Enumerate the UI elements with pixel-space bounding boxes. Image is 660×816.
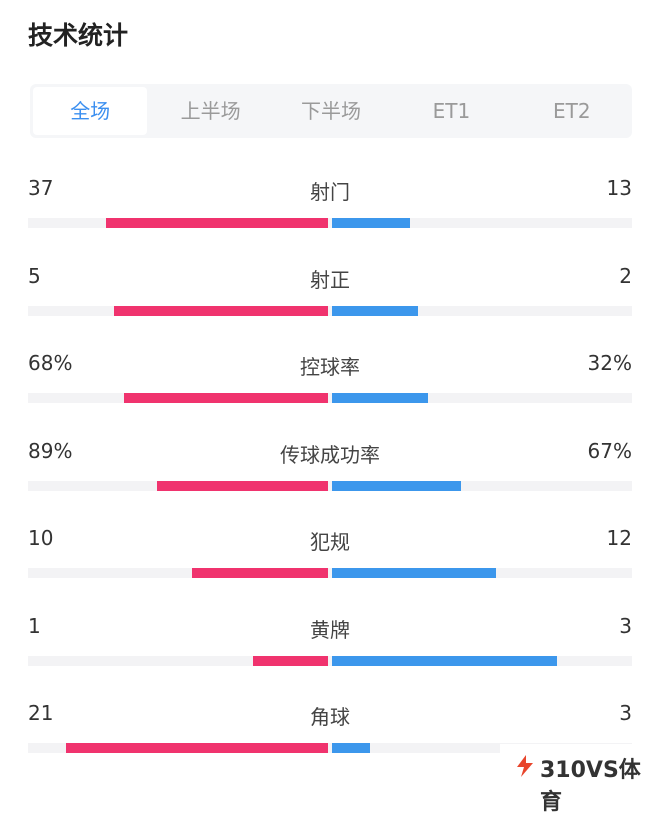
home-value: 5: [28, 263, 41, 288]
away-value: 12: [606, 526, 632, 550]
bar-track: [28, 480, 632, 491]
away-value: 32%: [587, 351, 632, 375]
stat-label: 控球率: [300, 355, 360, 379]
away-bar: [332, 218, 410, 228]
away-bar: [332, 743, 370, 753]
home-bar: [124, 393, 328, 403]
page-title: 技术统计: [28, 21, 129, 50]
tab[interactable]: 上半场: [180, 99, 241, 123]
bar-track: [28, 393, 632, 403]
home-value: 37: [28, 176, 54, 200]
home-value: 10: [28, 526, 54, 550]
tab[interactable]: ET2: [553, 99, 591, 123]
home-bar: [113, 305, 328, 316]
stat-label: 传球成功率: [280, 442, 380, 467]
bar-track: [28, 743, 632, 753]
home-bar: [253, 655, 328, 666]
tab[interactable]: 下半场: [300, 99, 361, 123]
bar-track: [28, 305, 632, 316]
watermark-text: 310VS体育: [540, 758, 641, 815]
home-value: 1: [28, 613, 41, 638]
away-value: 3: [619, 701, 632, 725]
bar-track: [28, 568, 632, 578]
home-bar: [65, 743, 328, 753]
away-bar: [332, 480, 461, 491]
away-value: 2: [619, 263, 632, 288]
home-value: 21: [28, 701, 54, 725]
watermark-logo: [517, 755, 533, 777]
tab[interactable]: 全场: [33, 87, 148, 135]
tab-bar: 全场 上半场 下半场 ET1 ET2: [30, 84, 632, 138]
away-bar: [332, 568, 496, 578]
away-value: 3: [619, 613, 632, 638]
away-bar: [332, 305, 418, 316]
home-value: 89%: [28, 438, 73, 463]
away-bar: [332, 655, 557, 666]
stat-label: 射正: [310, 267, 350, 292]
stat-label: 黄牌: [310, 617, 350, 642]
stat-label: 犯规: [310, 530, 350, 554]
home-bar: [106, 218, 328, 228]
stat-label: 角球: [310, 705, 350, 729]
watermark: 310VS体育: [500, 744, 660, 815]
home-bar: [191, 568, 328, 578]
home-value: 68%: [28, 351, 73, 375]
bar-track: [28, 655, 632, 666]
away-bar: [332, 393, 428, 403]
bar-track: [28, 218, 632, 228]
away-value: 13: [606, 176, 632, 200]
stat-label: 射门: [310, 180, 350, 204]
tab[interactable]: ET1: [432, 99, 471, 123]
home-bar: [156, 480, 328, 491]
away-value: 67%: [587, 438, 632, 463]
